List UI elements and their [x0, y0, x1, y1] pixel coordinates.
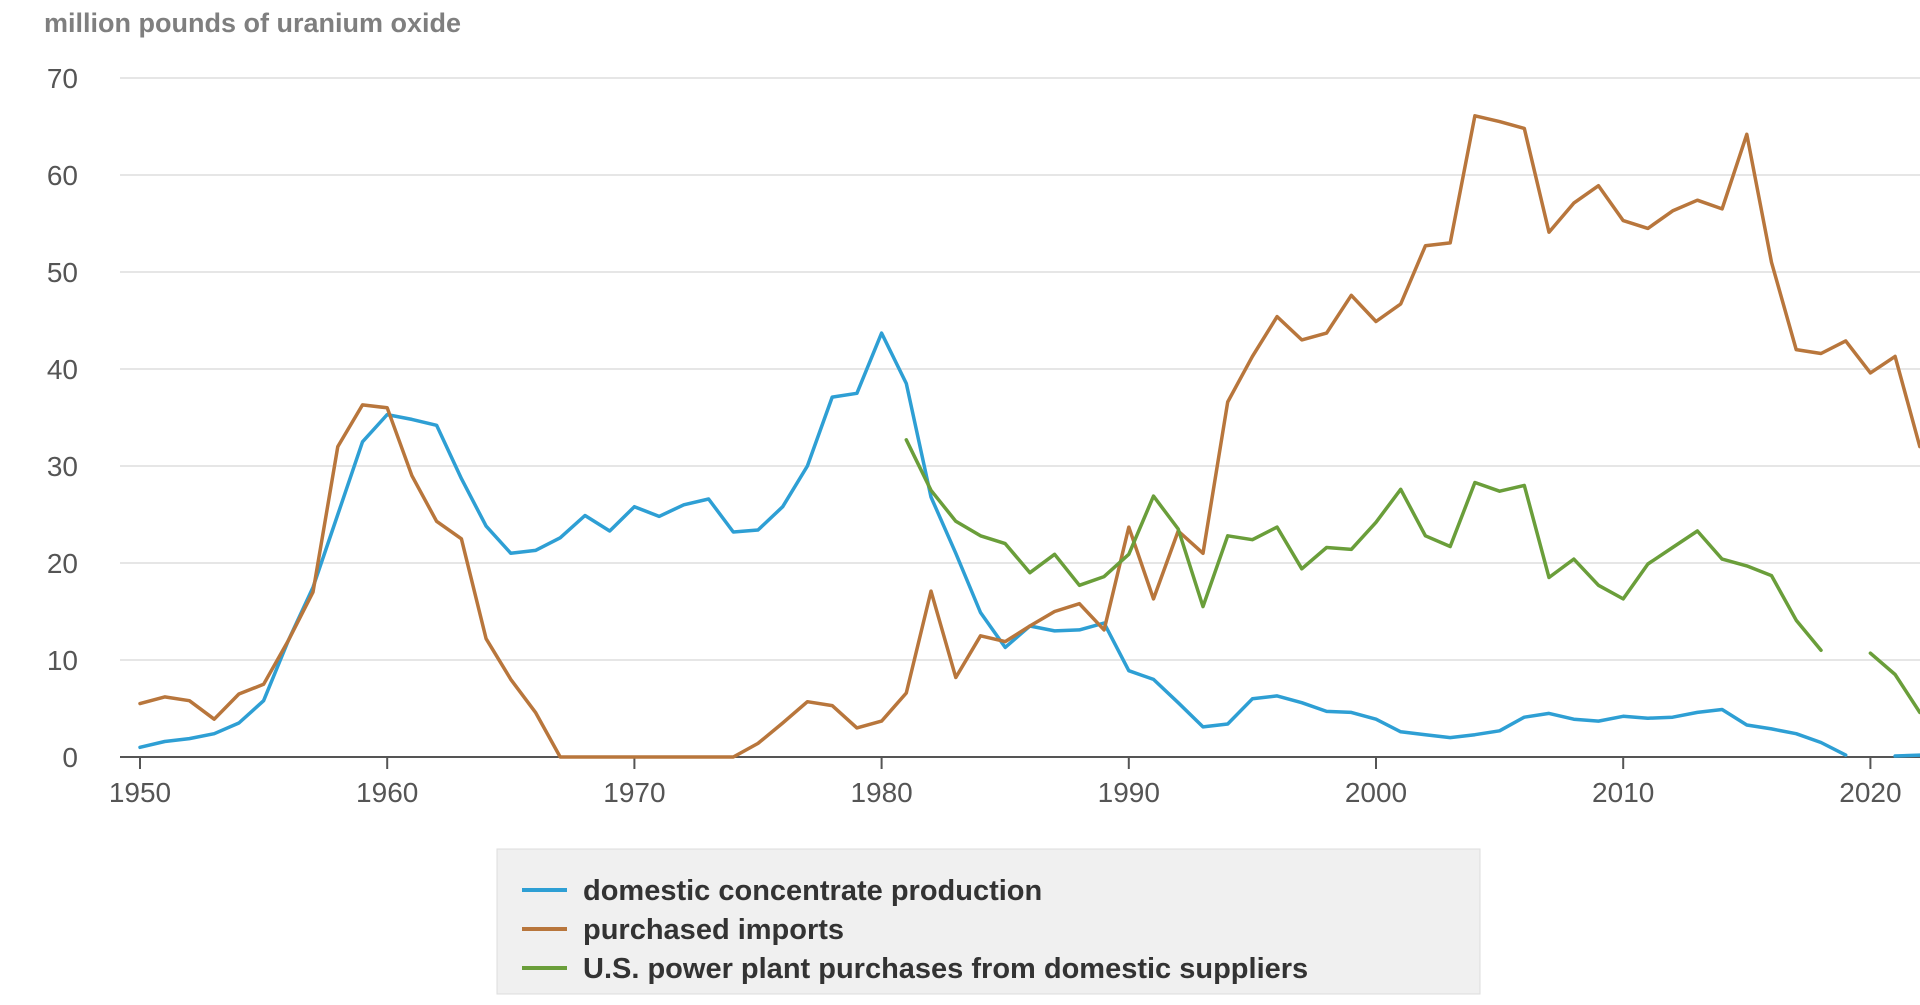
y-tick-label-70: 70 [47, 63, 78, 94]
x-tick-label-1960: 1960 [356, 777, 418, 808]
legend-label-power-plant: U.S. power plant purchases from domestic… [583, 953, 1308, 985]
y-axis-unit-label: million pounds of uranium oxide [44, 8, 461, 38]
x-tick-label-2000: 2000 [1345, 777, 1407, 808]
x-tick-label-1950: 1950 [109, 777, 171, 808]
series-imports-line [138, 114, 1920, 759]
y-tick-label-40: 40 [47, 354, 78, 385]
y-tick-label-20: 20 [47, 548, 78, 579]
legend-label-domestic: domestic concentrate production [583, 875, 1042, 907]
x-tick-label-2020: 2020 [1839, 777, 1901, 808]
y-axis-ticks: 0 10 20 30 40 50 60 70 [47, 63, 78, 773]
series-lines [138, 114, 1920, 759]
y-tick-label-0: 0 [62, 742, 78, 773]
legend-box [496, 848, 1481, 995]
legend: domestic concentrate production purchase… [496, 848, 1481, 995]
x-tick-label-2010: 2010 [1592, 777, 1654, 808]
legend-label-imports: purchased imports [583, 914, 844, 946]
x-axis: 1950 1960 1970 1980 1990 2000 2010 2020 [109, 756, 1920, 808]
x-tick-label-1980: 1980 [850, 777, 912, 808]
series-power-plant-line [904, 438, 1920, 715]
series-domestic-line [138, 331, 1920, 758]
y-tick-label-30: 30 [47, 451, 78, 482]
x-tick-label-1990: 1990 [1098, 777, 1160, 808]
y-tick-label-60: 60 [47, 160, 78, 191]
y-tick-label-50: 50 [47, 257, 78, 288]
x-tick-label-1970: 1970 [603, 777, 665, 808]
y-tick-label-10: 10 [47, 645, 78, 676]
gridlines [120, 77, 1920, 661]
